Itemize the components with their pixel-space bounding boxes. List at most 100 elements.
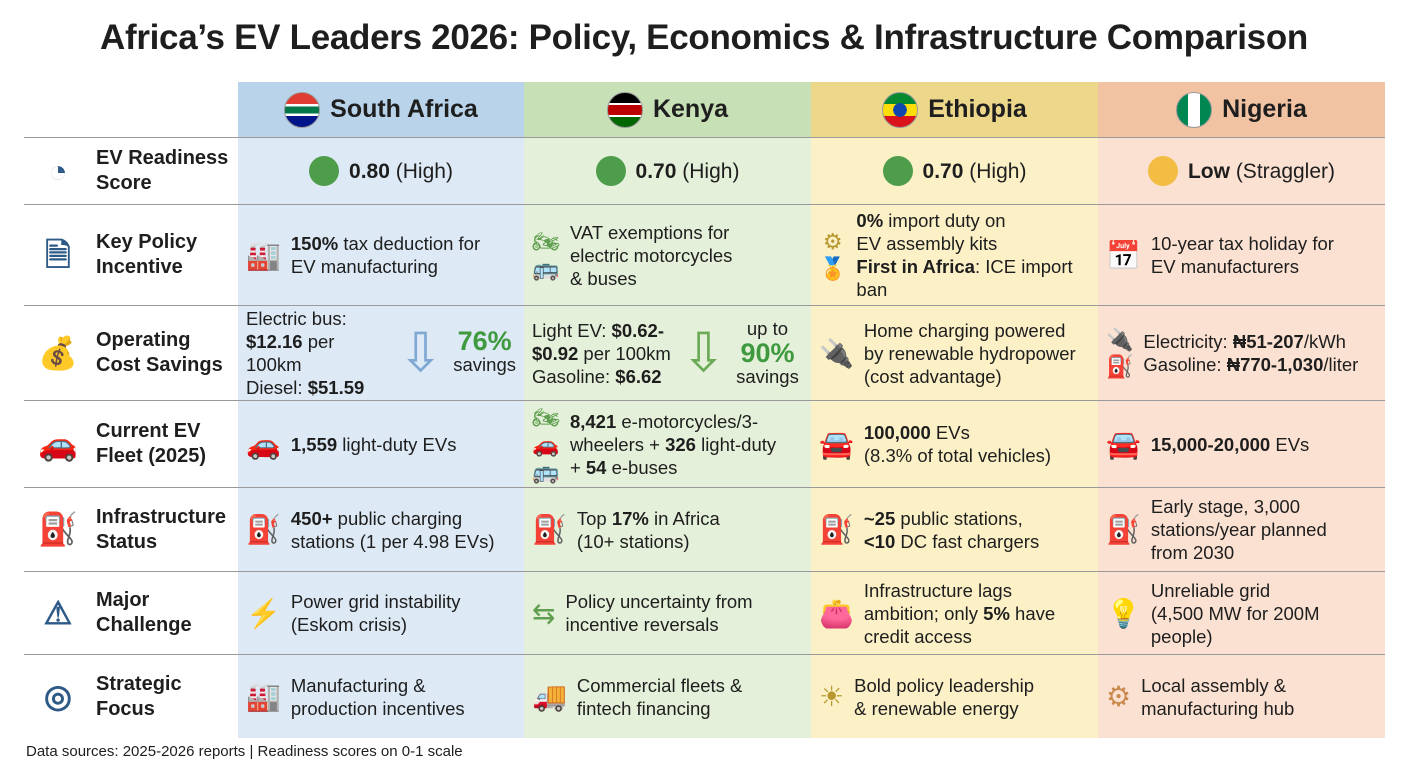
text-segment: have: [1009, 602, 1056, 624]
text-line: & renewable energy: [854, 697, 1034, 720]
cell-icons: 🚘: [1106, 430, 1141, 458]
cell-icons: ☀: [819, 683, 844, 711]
text-segment: (4,500 MW for 200M: [1150, 602, 1320, 624]
text-segment: 450+: [290, 507, 333, 529]
cell-text: 0.80 (High): [349, 160, 453, 183]
text-segment: light-duty EVs: [337, 433, 457, 455]
text-segment: light-duty: [695, 433, 777, 455]
text-line: Bold policy leadership: [854, 674, 1034, 697]
table-cell: 🏍 🚗 🚌 8,421 e-motorcycles/3- wheelers + 326 …: [524, 400, 811, 487]
text-segment: 0.70: [635, 159, 677, 183]
text-line: wheelers + 326 light-duty: [570, 433, 776, 456]
text-segment: $0.92: [532, 342, 579, 364]
cell-text: Unreliable grid (4,500 MW for 200M people): [1151, 579, 1320, 648]
motorcycle-icon: 🏍: [532, 229, 560, 254]
cell-text: Top 17% in Africa (10+ stations): [577, 507, 720, 553]
text-segment: Commercial fleets &: [576, 674, 743, 696]
car-icon: 🚘: [819, 428, 854, 460]
row-label-text: Operating Cost Savings: [96, 329, 223, 376]
cell-icons: 🔌: [819, 339, 854, 367]
text-segment: e-buses: [606, 456, 678, 478]
nigeria-flag-icon: [1176, 91, 1213, 128]
cell-icons: ⛽: [1106, 516, 1141, 544]
question-split-arrows-icon: ⇆: [532, 597, 556, 629]
cell-text: Electricity: ₦51-207/kWh Gasoline: ₦770-1…: [1143, 330, 1358, 376]
table-cell: 💡 Unreliable grid (4,500 MW for 200M people…: [1098, 571, 1385, 654]
text-segment: Local assembly &: [1141, 674, 1287, 696]
status-dot-icon: [1147, 156, 1178, 186]
row-label-operating-cost-savings: 💰 Operating Cost Savings: [24, 305, 238, 400]
table-cell: 🏭 Manufacturing & production incentives: [238, 654, 524, 738]
text-segment: EV manufacturers: [1150, 256, 1299, 277]
text-segment: 1,559: [290, 433, 338, 455]
text-segment: /liter: [1323, 354, 1359, 375]
text-segment: DC fast chargers: [895, 530, 1040, 552]
text-segment: 326: [665, 433, 696, 455]
cell-text: 10-year tax holiday for EV manufacturers: [1151, 232, 1334, 278]
text-segment: Gasoline:: [532, 365, 616, 387]
text-line: First in Africa: ICE import: [856, 255, 1072, 278]
text-line: fintech financing: [577, 697, 743, 720]
text-segment: stations (1 per 4.98 EVs): [290, 530, 495, 552]
text-line: Manufacturing &: [291, 674, 465, 697]
text-segment: (8.3% of total vehicles): [863, 445, 1052, 466]
text-segment: (cost advantage): [863, 365, 1002, 387]
text-line: 10-year tax holiday for: [1151, 232, 1334, 255]
text-line: (4,500 MW for 200M: [1151, 602, 1320, 625]
text-line: ambition; only 5% have: [864, 602, 1055, 625]
text-segment: electric motorcycles: [569, 244, 733, 266]
cell-icons: ⛽: [819, 514, 854, 545]
table-cell: 🔌 ⛽ Electricity: ₦51-207/kWh Gasoline: ₦770…: [1098, 305, 1385, 400]
text-segment: +: [569, 456, 586, 478]
table-cell: 🏍 🚌 VAT exemptions for electric motorcycles…: [524, 204, 811, 305]
text-segment: $51.59: [307, 377, 365, 398]
cell-text: 8,421 e-motorcycles/3- wheelers + 326 lig…: [570, 410, 776, 479]
cell-text: 100,000 EVs (8.3% of total vehicles): [864, 421, 1051, 467]
cell-icons: ⚙: [1106, 683, 1131, 711]
calendar-icon: 📅: [1106, 239, 1141, 271]
charging-station-icon: ⛽: [819, 514, 854, 545]
car-icon: 🚗: [532, 431, 560, 457]
money-bag-icon: 💰: [38, 334, 78, 371]
text-line: electric motorcycles: [570, 244, 732, 267]
text-line: (8.3% of total vehicles): [864, 444, 1051, 467]
text-segment: VAT exemptions for: [569, 221, 730, 243]
cell-text: 0.70 (High): [636, 160, 740, 183]
savings-label: savings: [736, 366, 799, 387]
column-header-kenya: Kenya: [524, 82, 811, 137]
text-segment: /kWh: [1303, 331, 1346, 352]
cell-text: VAT exemptions for electric motorcycles & …: [570, 221, 732, 290]
row-label-text: Strategic Focus: [96, 672, 182, 720]
down-arrow-icon: ⇩: [398, 322, 444, 383]
text-segment: 0.80: [349, 159, 390, 183]
cell-text: Infrastructure lags ambition; only 5% hav…: [864, 579, 1055, 648]
text-segment: incentive reversals: [565, 614, 719, 635]
text-segment: ₦770-1,030: [1226, 354, 1324, 375]
text-segment: 100,000: [863, 422, 931, 443]
text-segment: : ICE import: [974, 256, 1073, 277]
text-segment: in Africa: [648, 507, 720, 529]
text-segment: ban: [856, 279, 888, 300]
tax-document-icon: 🗎: [45, 236, 71, 273]
lightbulb-icon: 💡: [1106, 597, 1141, 629]
page-title: Africa’s EV Leaders 2026: Policy, Econom…: [99, 18, 1308, 57]
cell-text: 15,000-20,000 EVs: [1151, 433, 1309, 456]
text-segment: Manufacturing &: [290, 674, 426, 696]
fuel-pump-icon: ⛽: [1106, 354, 1134, 379]
row-label-text: Key Policy Incentive: [96, 231, 198, 278]
text-segment: ~25: [863, 507, 896, 529]
text-line: Light EV: $0.62-: [532, 319, 671, 342]
text-line: by renewable hydropower: [864, 342, 1076, 365]
text-segment: 15,000-20,000: [1150, 433, 1271, 455]
text-line: + 54 e-buses: [570, 456, 776, 479]
text-segment: (High): [963, 159, 1027, 183]
text-segment: ₦51-207: [1232, 331, 1304, 352]
column-header-ethiopia: Ethiopia: [811, 82, 1098, 137]
charging-station-icon: ⛽: [38, 511, 78, 547]
cell-icons: 👛: [819, 599, 854, 627]
table-cell: 👛 Infrastructure lags ambition; only 5% ha…: [811, 571, 1098, 654]
charging-station-icon: ⛽: [246, 514, 281, 545]
text-line: ~25 public stations,: [864, 507, 1039, 530]
table-cell: 🚚 Commercial fleets & fintech financing: [524, 654, 811, 738]
text-segment: 150%: [290, 233, 339, 254]
